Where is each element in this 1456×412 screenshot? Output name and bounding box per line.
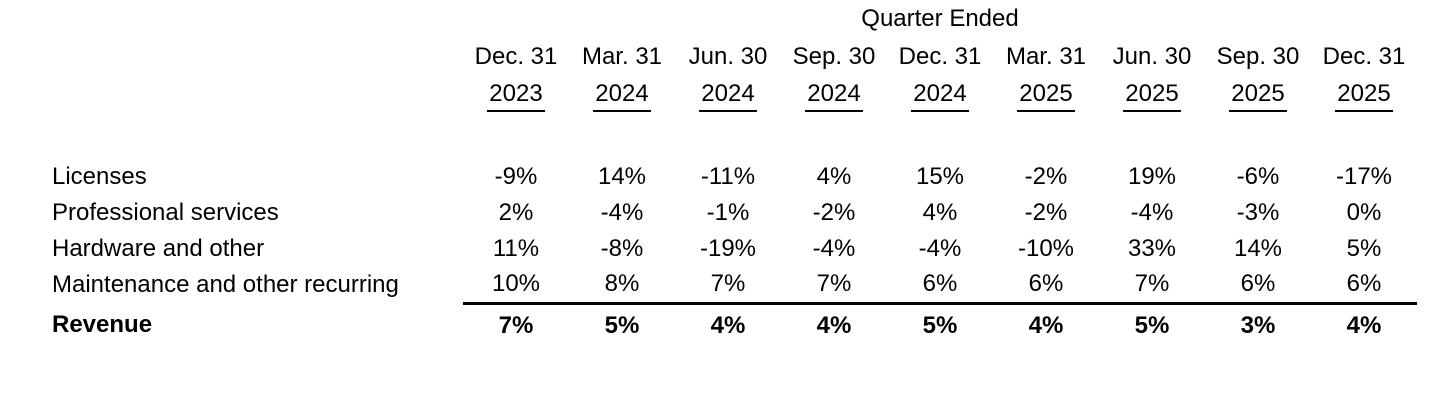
year-underlined-label: 2025 [1017, 80, 1075, 112]
column-header-year: 2024 [781, 76, 887, 116]
row-revenue-total: Revenue 7% 5% 4% 4% 5% 4% 5% 3% 4% [0, 301, 1417, 347]
value-cell: -11% [700, 163, 756, 190]
value-cell: 7% [816, 270, 852, 298]
value-cell: 7% [463, 301, 569, 347]
value-cell: -2% [1024, 163, 1068, 190]
value-cell: 0% [1346, 199, 1382, 226]
spacer-row [0, 116, 1417, 159]
value-cell: -10% [1017, 235, 1075, 262]
value-cell: 7% [1134, 270, 1170, 298]
column-header-year: 2025 [1099, 76, 1205, 116]
spacer-cell [0, 0, 463, 38]
value-cell: 14% [597, 163, 647, 190]
column-header-month: Mar. 31 [581, 43, 663, 70]
spacer-cell [0, 116, 1417, 159]
column-header-month: Mar. 31 [1005, 43, 1087, 70]
value-cell: 2% [498, 199, 534, 226]
column-header-year: 2024 [569, 76, 675, 116]
column-header-year: 2025 [993, 76, 1099, 116]
value-cell: 5% [569, 301, 675, 347]
spacer-cell [0, 38, 463, 76]
value-cell: -4% [1130, 199, 1174, 226]
column-header-month: Jun. 30 [688, 43, 768, 70]
year-underlined-label: 2024 [805, 80, 863, 112]
row-label: Revenue [52, 311, 153, 338]
value-cell: 6% [1028, 270, 1064, 298]
value-cell: 6% [1240, 270, 1276, 298]
value-cell: 5% [887, 301, 993, 347]
value-cell: -4% [812, 235, 856, 262]
value-cell: 4% [675, 301, 781, 347]
value-cell: 3% [1205, 301, 1311, 347]
quarter-ended-header: Quarter Ended [861, 5, 1019, 32]
year-underlined-label: 2024 [593, 80, 651, 112]
column-header-month: Dec. 31 [1322, 43, 1406, 70]
value-cell: 7% [710, 270, 746, 298]
year-underlined-label: 2024 [911, 80, 969, 112]
value-cell: -4% [600, 199, 644, 226]
column-header-year: 2025 [1205, 76, 1311, 116]
row-label: Licenses [52, 163, 147, 190]
value-cell: 14% [1233, 235, 1283, 262]
value-cell: -17% [1335, 163, 1393, 190]
value-cell: 33% [1127, 235, 1177, 262]
value-cell: 4% [922, 199, 958, 226]
value-cell: 5% [1099, 301, 1205, 347]
quarter-ended-table: Quarter Ended Dec. 31 Mar. 31 Jun. 30 Se… [0, 0, 1417, 347]
row-maintenance-and-other-recurring: Maintenance and other recurring 10% 8% 7… [0, 267, 1417, 303]
value-cell: 4% [993, 301, 1099, 347]
value-cell: -4% [918, 235, 962, 262]
value-cell: -3% [1236, 199, 1280, 226]
column-header-month: Jun. 30 [1112, 43, 1192, 70]
column-header-month: Sep. 30 [1216, 43, 1300, 70]
value-cell: 6% [1346, 270, 1382, 298]
value-cell: 8% [604, 270, 640, 298]
column-header-month: Dec. 31 [898, 43, 982, 70]
column-header-month: Sep. 30 [792, 43, 876, 70]
column-header-year: 2025 [1311, 76, 1417, 116]
year-underlined-label: 2025 [1123, 80, 1181, 112]
year-underlined-label: 2025 [1335, 80, 1393, 112]
value-cell: 11% [492, 235, 540, 262]
value-cell: 19% [1127, 163, 1177, 190]
group-header-row: Quarter Ended [0, 0, 1417, 38]
value-cell: -2% [1024, 199, 1068, 226]
value-cell: -2% [812, 199, 856, 226]
value-cell: -8% [600, 235, 644, 262]
value-cell: 4% [1311, 301, 1417, 347]
row-label: Maintenance and other recurring [52, 271, 399, 298]
column-header-year: 2024 [675, 76, 781, 116]
column-header-month: Dec. 31 [474, 43, 558, 70]
value-cell: 6% [922, 270, 958, 298]
value-cell: 4% [816, 163, 852, 190]
year-underlined-label: 2024 [699, 80, 757, 112]
value-cell: 15% [915, 163, 965, 190]
spacer-cell [0, 76, 463, 116]
value-cell: -9% [494, 163, 538, 190]
row-label: Professional services [52, 199, 279, 226]
value-cell: 5% [1346, 235, 1382, 262]
row-hardware-and-other: Hardware and other 11% -8% -19% -4% -4% … [0, 231, 1417, 267]
row-label: Hardware and other [52, 235, 265, 262]
value-cell: 4% [781, 301, 887, 347]
value-cell: 10% [491, 270, 541, 298]
column-header-year: 2023 [463, 76, 569, 116]
year-underlined-label: 2025 [1229, 80, 1287, 112]
value-cell: -19% [699, 235, 757, 262]
value-cell: -1% [706, 199, 750, 226]
column-header-year: 2024 [887, 76, 993, 116]
month-header-row: Dec. 31 Mar. 31 Jun. 30 Sep. 30 Dec. 31 … [0, 38, 1417, 76]
row-licenses: Licenses -9% 14% -11% 4% 15% -2% 19% -6%… [0, 159, 1417, 195]
row-professional-services: Professional services 2% -4% -1% -2% 4% … [0, 195, 1417, 231]
year-underlined-label: 2023 [487, 80, 545, 112]
value-cell: -6% [1236, 163, 1280, 190]
year-header-row: 2023 2024 2024 2024 2024 2025 2025 2025 … [0, 76, 1417, 116]
